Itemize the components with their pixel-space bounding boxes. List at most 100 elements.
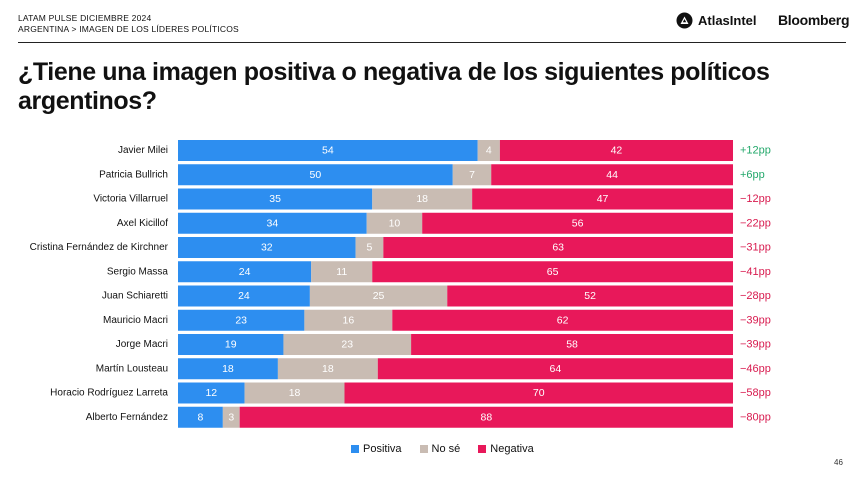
atlasintel-logo-text: AtlasIntel — [698, 13, 757, 28]
bar-segment-positiva — [178, 164, 453, 186]
legend-label-negativa: Negativa — [490, 443, 534, 455]
data-label-no-se: 18 — [289, 387, 301, 399]
bar-segment-positiva — [178, 406, 223, 428]
bar-segment-no-se — [452, 164, 492, 186]
data-label-positiva: 35 — [269, 193, 281, 205]
bar-segment-negativa — [383, 237, 733, 258]
bar-segment-no-se — [311, 261, 373, 283]
data-label-no-se: 7 — [469, 169, 475, 181]
bar-segment-no-se — [244, 382, 345, 404]
data-label-negativa: 58 — [566, 339, 578, 351]
bar-segment-negativa — [422, 212, 733, 234]
net-label: −46pp — [740, 363, 771, 375]
data-label-positiva: 32 — [261, 242, 273, 254]
data-label-positiva: 34 — [267, 217, 279, 229]
category-label: Martín Lousteau — [96, 363, 168, 374]
data-label-negativa: 64 — [550, 363, 562, 375]
data-label-negativa: 52 — [584, 290, 596, 302]
legend-item-no-se: No sé — [419, 443, 461, 455]
data-label-negativa: 70 — [533, 387, 545, 399]
data-label-no-se: 16 — [343, 314, 355, 326]
category-label: Patricia Bullrich — [99, 169, 168, 180]
data-label-no-se: 10 — [389, 217, 401, 229]
category-label: Cristina Fernández de Kirchner — [30, 242, 169, 253]
category-label: Alberto Fernández — [86, 412, 168, 423]
data-label-no-se: 25 — [373, 290, 385, 302]
data-label-no-se: 11 — [336, 266, 347, 278]
bar-segment-negativa — [411, 334, 733, 355]
bar-segment-positiva — [178, 358, 278, 380]
net-label: −12pp — [740, 193, 771, 205]
data-label-positiva: 8 — [198, 411, 204, 423]
bar-segment-positiva — [178, 188, 373, 210]
data-label-positiva: 24 — [239, 266, 251, 278]
data-label-negativa: 88 — [480, 411, 492, 423]
header-divider — [18, 42, 846, 43]
data-label-negativa: 56 — [572, 217, 584, 229]
bar-segment-negativa — [392, 309, 733, 331]
category-label: Victoria Villarruel — [93, 194, 168, 205]
data-label-positiva: 50 — [310, 169, 322, 181]
net-label: −31pp — [740, 242, 771, 254]
data-label-no-se: 18 — [322, 363, 334, 375]
bar-segment-positiva — [178, 261, 312, 283]
bar-segment-no-se — [309, 285, 448, 307]
data-label-no-se: 5 — [367, 242, 373, 254]
bar-segment-no-se — [477, 140, 500, 161]
net-label: −39pp — [740, 339, 771, 351]
data-label-negativa: 47 — [597, 193, 609, 205]
legend-swatch-negativa — [478, 445, 487, 453]
bar-segment-negativa — [377, 358, 733, 380]
data-label-positiva: 54 — [322, 145, 334, 157]
bar-segment-no-se — [222, 406, 240, 428]
net-label: −41pp — [740, 266, 771, 278]
atlasintel-logo: AtlasIntel — [676, 12, 757, 29]
legend-item-positiva: Positiva — [351, 443, 402, 455]
category-label: Jorge Macri — [116, 339, 168, 350]
bar-segment-positiva — [178, 309, 305, 331]
bar-segment-positiva — [178, 212, 367, 234]
data-label-no-se: 23 — [341, 339, 353, 351]
data-label-negativa: 63 — [552, 242, 564, 254]
bar-segment-negativa — [499, 140, 733, 161]
page-number: 46 — [834, 458, 843, 467]
bar-segment-no-se — [304, 309, 393, 331]
bar-segment-negativa — [344, 382, 733, 404]
net-label: +12pp — [740, 145, 771, 157]
category-label: Javier Milei — [118, 145, 168, 156]
bar-segment-negativa — [447, 285, 733, 307]
net-label: −22pp — [740, 217, 771, 229]
bar-segment-negativa — [491, 164, 733, 186]
bar-segment-no-se — [366, 212, 423, 234]
data-label-positiva: 18 — [222, 363, 234, 375]
bar-segment-negativa — [239, 406, 733, 428]
bar-segment-positiva — [178, 140, 478, 161]
data-label-negativa: 42 — [611, 145, 623, 157]
category-label: Sergio Massa — [107, 266, 169, 277]
legend-swatch-positiva — [351, 445, 359, 453]
data-label-positiva: 12 — [205, 387, 217, 399]
data-label-positiva: 24 — [238, 290, 250, 302]
bar-segment-positiva — [178, 237, 356, 258]
data-label-no-se: 4 — [486, 145, 492, 157]
data-label-no-se: 3 — [228, 411, 234, 423]
category-label: Axel Kicillof — [117, 218, 168, 229]
data-label-negativa: 65 — [547, 266, 559, 278]
net-label: −28pp — [740, 290, 771, 302]
bloomberg-logo: Bloomberg — [778, 12, 850, 28]
chart-legend: Positiva No sé Negativa — [351, 443, 552, 455]
bar-segment-negativa — [372, 261, 733, 283]
breadcrumb: ARGENTINA > IMAGEN DE LOS LÍDERES POLÍTI… — [18, 24, 239, 34]
net-label: −80pp — [740, 411, 771, 423]
bar-segment-no-se — [283, 334, 412, 355]
net-label: +6pp — [740, 169, 765, 181]
bar-segment-negativa — [472, 188, 733, 210]
bar-segment-positiva — [178, 285, 310, 307]
legend-label-no-se: No sé — [431, 443, 461, 455]
data-label-negativa: 44 — [606, 169, 618, 181]
report-name: LATAM PULSE DICIEMBRE 2024 — [18, 13, 152, 23]
data-label-positiva: 19 — [225, 339, 237, 351]
atlas-icon — [676, 12, 693, 29]
bar-segment-no-se — [277, 358, 378, 380]
